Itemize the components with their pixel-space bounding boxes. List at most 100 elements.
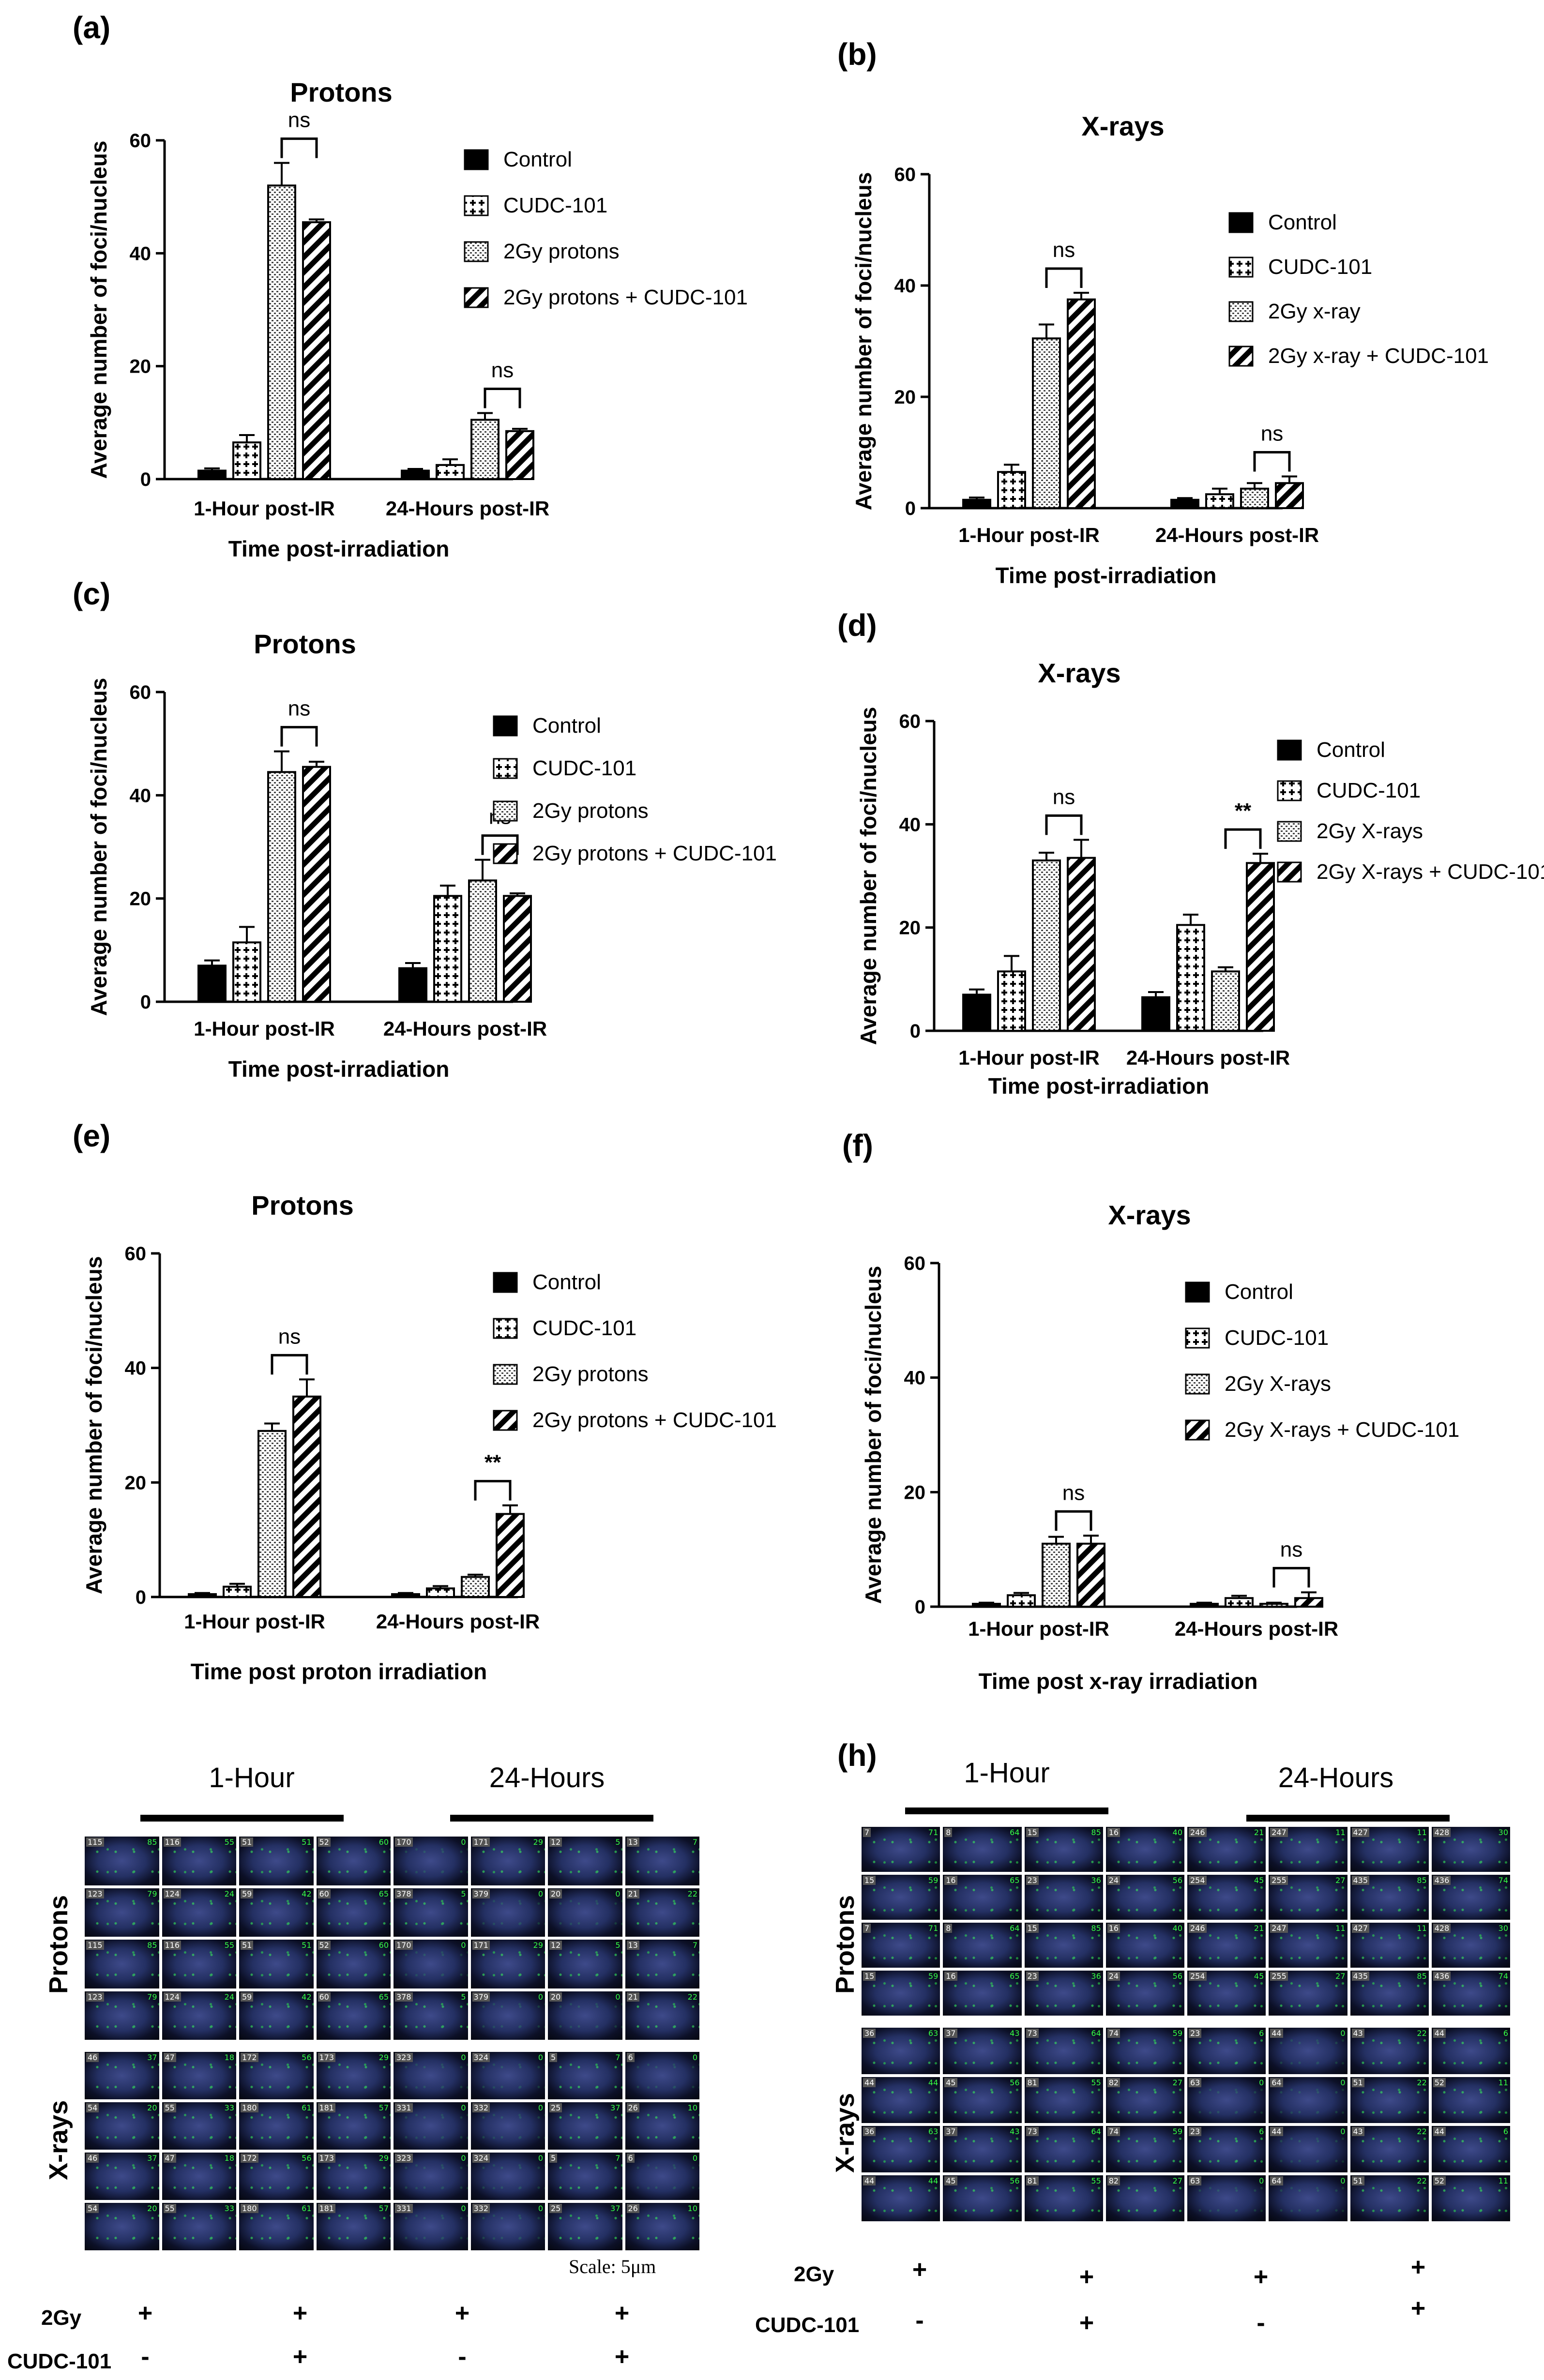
nucleus-id: 52 <box>1433 2176 1446 2185</box>
legend-swatch <box>464 195 489 216</box>
nucleus-id: 255 <box>1270 1972 1288 1981</box>
bar <box>1246 862 1275 1032</box>
bar <box>391 1593 420 1598</box>
nucleus-id: 44 <box>863 2176 876 2185</box>
nucleus-image: 36 63 <box>862 2028 940 2074</box>
x-axis-label: Time post-irradiation <box>228 536 450 561</box>
foci-count: 59 <box>928 1876 939 1885</box>
legend-swatch <box>493 1318 518 1339</box>
nucleus-image: 55 33 <box>162 2102 236 2150</box>
foci-count: 20 <box>147 2204 157 2213</box>
nucleus-image: 332 0 <box>470 2102 545 2150</box>
micrograph-block-left: 1-Hour 24-Hours Protons X-rays 115 85 116 5… <box>0 1742 765 2380</box>
nucleus-id: 23 <box>1026 1972 1039 1981</box>
nucleus-image: 59 42 <box>239 1888 314 1937</box>
significance-label: ns <box>288 697 310 721</box>
nucleus-image: 63 0 <box>1187 2175 1266 2221</box>
nucleus-id: 45 <box>944 2176 957 2185</box>
nucleus-id: 44 <box>863 2078 876 2087</box>
foci-count: 0 <box>461 2204 466 2213</box>
nucleus-id: 15 <box>863 1876 876 1885</box>
chart-title: X-rays <box>1108 1200 1191 1230</box>
y-tick-label: 20 <box>894 387 916 408</box>
nucleus-id: 73 <box>1026 2127 1039 2136</box>
nucleus-image: 63 0 <box>1187 2077 1266 2123</box>
legend-label: Control <box>503 148 572 171</box>
chart-e: Protons 0 20 40 60 Average number of foci/nuc… <box>81 1190 777 1684</box>
y-tick-label: 60 <box>894 164 916 185</box>
cond-cudc-left-3: - <box>458 2343 467 2371</box>
bar <box>188 1593 217 1598</box>
nucleus-image: 43 22 <box>1350 2126 1429 2172</box>
foci-count: 51 <box>302 1941 312 1950</box>
significance-label: ns <box>288 108 310 132</box>
nucleus-image: 427 11 <box>1350 1923 1429 1968</box>
time-label-1h-right: 1-Hour <box>964 1757 1050 1789</box>
nucleus-image: 51 51 <box>239 1940 314 1988</box>
nucleus-id: 21 <box>626 1992 639 2002</box>
nucleus-id: 13 <box>626 1838 639 1847</box>
x-tick-label: 24-Hours post-IR <box>1155 524 1319 546</box>
nucleus-image: 428 30 <box>1431 1923 1510 1968</box>
nucleus-id: 378 <box>395 1992 413 2002</box>
nucleus-id: 60 <box>318 1889 331 1898</box>
significance-label: ** <box>1235 799 1252 823</box>
y-tick-label: 20 <box>899 918 921 939</box>
nucleus-id: 173 <box>318 2154 336 2163</box>
x-tick-label: 24-Hours post-IR <box>1126 1046 1290 1069</box>
nucleus-image: 323 0 <box>394 2153 468 2200</box>
y-tick-label: 60 <box>899 711 921 732</box>
nucleus-id: 21 <box>626 1889 639 1898</box>
legend-swatch <box>1185 1327 1210 1349</box>
foci-count: 56 <box>302 2053 312 2062</box>
x-tick-label: 1-Hour post-IR <box>958 1046 1100 1069</box>
bar <box>197 964 227 1003</box>
nucleus-image: 181 57 <box>316 2203 391 2250</box>
nucleus-image: 44 0 <box>1269 2028 1347 2074</box>
nucleus-id: 5 <box>549 2154 558 2163</box>
nucleus-id: 123 <box>86 1889 104 1898</box>
foci-count: 0 <box>615 1889 621 1898</box>
foci-count: 37 <box>147 2154 157 2163</box>
nucleus-image: 12 5 <box>548 1837 622 1885</box>
foci-count: 20 <box>147 2103 157 2112</box>
foci-count: 55 <box>1091 2176 1101 2185</box>
nucleus-image: 15 85 <box>1024 1923 1103 1968</box>
legend-swatch <box>493 1410 518 1431</box>
foci-count: 29 <box>378 2053 389 2062</box>
legend-label: Control <box>532 1270 601 1294</box>
y-axis-label: Average number of foci/nucleus <box>86 678 111 1016</box>
legend-label: 2Gy X-rays <box>1225 1372 1331 1396</box>
legend-label: 2Gy protons + CUDC-101 <box>532 1408 777 1432</box>
bar <box>292 1395 321 1598</box>
nucleus-image: 16 40 <box>1105 1923 1184 1968</box>
foci-count: 0 <box>1340 2127 1346 2136</box>
y-tick-label: 60 <box>904 1253 926 1274</box>
cond-cudc-left-2: + <box>292 2343 308 2371</box>
foci-count: 85 <box>147 1838 157 1847</box>
foci-count: 63 <box>928 2127 939 2136</box>
cond-cudc-right-1: - <box>915 2306 924 2335</box>
foci-count: 0 <box>538 2053 543 2062</box>
nucleus-id: 26 <box>626 2204 639 2213</box>
bar <box>197 469 227 480</box>
nucleus-image: 180 61 <box>239 2102 314 2150</box>
legend-swatch <box>1277 739 1302 761</box>
nucleus-id: 247 <box>1270 1924 1288 1933</box>
nucleus-image: 378 5 <box>394 1888 468 1937</box>
nucleus-image: 324 0 <box>470 2153 545 2200</box>
nucleus-image: 81 55 <box>1024 2175 1103 2221</box>
legend-swatch <box>1228 301 1254 322</box>
legend-label: CUDC-101 <box>1268 255 1372 279</box>
nucleus-id: 55 <box>163 2204 176 2213</box>
nucleus-image: 47 18 <box>162 2153 236 2200</box>
nucleus-id: 173 <box>318 2053 336 2062</box>
nucleus-id: 15 <box>863 1972 876 1981</box>
cond-2gy-left-4: + <box>614 2299 630 2327</box>
nucleus-id: 7 <box>863 1924 871 1933</box>
foci-count: 7 <box>615 2053 621 2062</box>
nucleus-image: 52 11 <box>1431 2175 1510 2221</box>
nucleus-id: 81 <box>1026 2078 1039 2087</box>
nucleus-id: 82 <box>1107 2078 1120 2087</box>
